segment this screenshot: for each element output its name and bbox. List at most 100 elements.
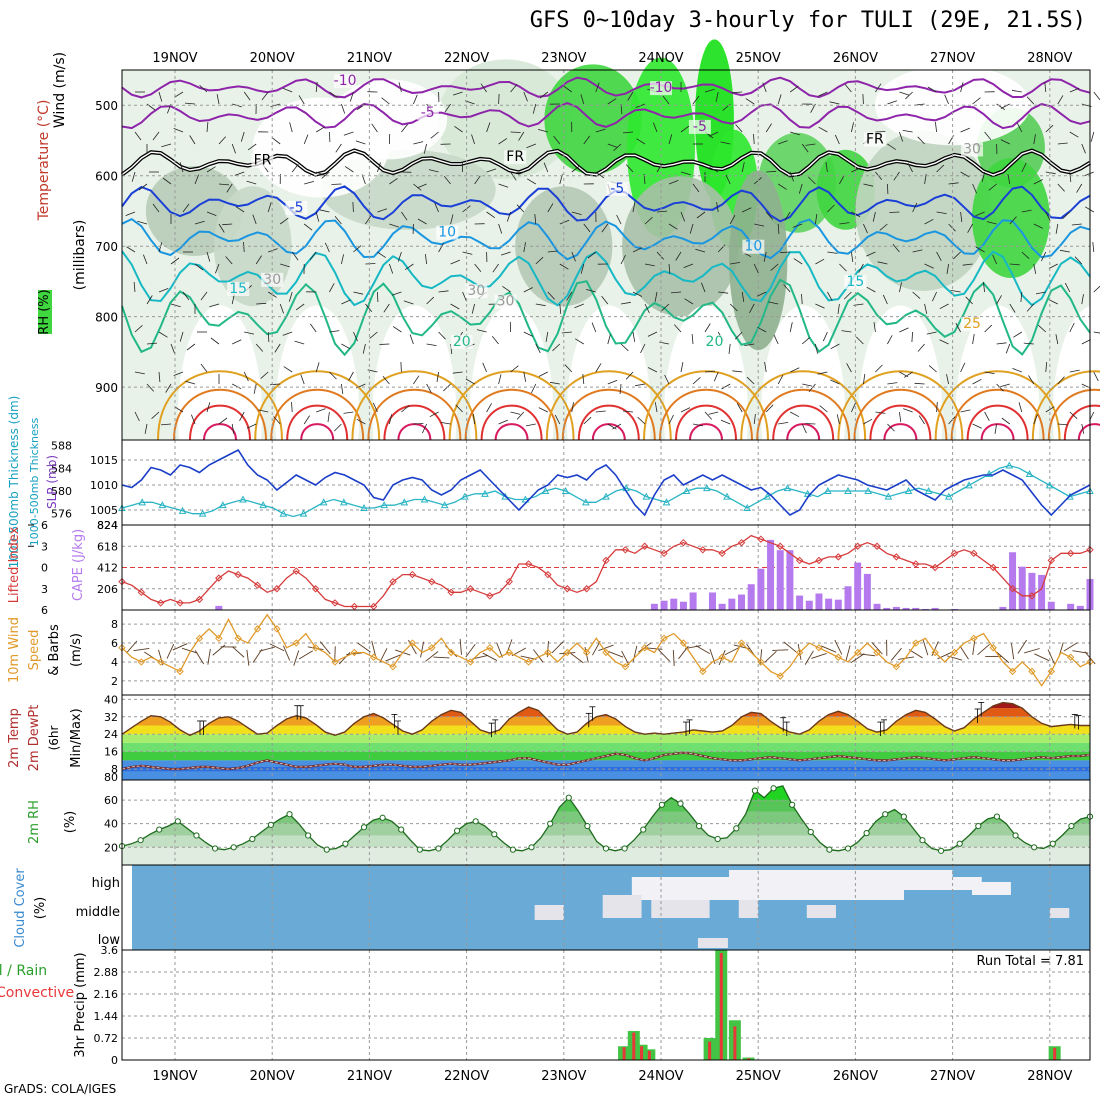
wind-barb — [939, 339, 949, 345]
dewpoint-band-mid — [122, 766, 1090, 772]
wind-barb-10m — [231, 646, 245, 658]
wind-barb — [537, 129, 548, 133]
x-tick-label-bottom: 20NOV — [250, 1069, 295, 1084]
wind-barb — [291, 163, 299, 173]
thickness-point — [662, 498, 671, 506]
rh-point — [1031, 844, 1038, 851]
thickness-point — [561, 486, 570, 494]
rh-point — [472, 818, 479, 825]
wind-barb — [917, 343, 925, 352]
wind-barb — [200, 363, 208, 373]
wind-barb — [792, 223, 803, 228]
wind-barb — [668, 134, 673, 145]
y-axis-label-wind-4: (m/s) — [69, 633, 84, 667]
lifted-index-point — [621, 546, 630, 554]
wind-barb — [684, 298, 694, 305]
wind-barb — [535, 303, 546, 307]
contour-label-bg — [961, 317, 984, 332]
wind-barb — [889, 211, 900, 213]
rh-point — [379, 814, 386, 821]
wind-barb — [841, 330, 852, 333]
wind-barb — [215, 263, 220, 274]
dewpoint-line-inner — [121, 752, 1091, 770]
wind-barb — [258, 409, 269, 413]
y-axis-label-rh-1: 2m RH — [27, 800, 42, 844]
wind-barb — [206, 402, 211, 413]
wind-barb — [343, 131, 354, 136]
wind-barb — [892, 244, 900, 253]
wind-barb — [1071, 223, 1082, 226]
wind-barb — [1009, 263, 1020, 266]
thickness-point — [763, 492, 772, 500]
wind-barb-10m — [804, 650, 814, 665]
y-tick-label: low — [98, 933, 121, 948]
wind-barb — [754, 223, 765, 227]
wind-barb — [218, 223, 225, 233]
wind-barb — [429, 411, 439, 418]
lifted-index-point — [892, 553, 901, 561]
wind-barb — [924, 303, 928, 314]
contour-label: 30 — [497, 294, 515, 310]
wind-barb — [829, 101, 840, 105]
wind-barb — [1081, 339, 1091, 345]
wind-barb-10m — [194, 650, 205, 665]
wind-barb — [972, 378, 982, 385]
lifted-index-point — [157, 599, 165, 607]
wind-barb — [1055, 334, 1059, 345]
x-tick-label-bottom: 25NOV — [736, 1069, 781, 1084]
wind-barb — [1033, 223, 1043, 229]
wind-barb — [595, 128, 606, 133]
wind-barb — [887, 100, 898, 105]
y-tick-label: middle — [76, 905, 120, 920]
wind-barb — [315, 362, 320, 373]
wind-barb-10m — [772, 649, 789, 651]
wind-speed-point — [950, 648, 959, 657]
wind-barb — [967, 223, 973, 233]
wind-barb — [580, 94, 585, 105]
contour-label: -10 — [334, 73, 357, 89]
wind-barb — [315, 126, 326, 133]
wind-barb — [498, 138, 508, 145]
x-tick-label-bottom: 23NOV — [541, 1069, 586, 1084]
wind-barb — [689, 223, 694, 234]
wind-barb — [315, 82, 318, 93]
wind-barb — [627, 91, 634, 101]
precip-convective-bar — [622, 1047, 626, 1060]
wind-barb-10m — [246, 649, 250, 666]
wind-barb — [756, 291, 767, 297]
temperature-contour-warm — [675, 404, 737, 441]
temperature-contour-warm — [950, 388, 1045, 441]
precip-convective-bar — [647, 1050, 651, 1060]
thickness-point — [541, 486, 550, 494]
wind-speed-point — [931, 648, 939, 657]
wind-barb — [462, 251, 473, 255]
x-tick-label-bottom: 22NOV — [444, 1069, 489, 1084]
cape-bar — [950, 608, 958, 610]
wind-barb — [680, 362, 684, 373]
contour-label-bg — [227, 282, 250, 296]
wind-barb — [226, 183, 233, 193]
y-tick-label-bottom: 80 — [104, 771, 118, 784]
wind-barb — [344, 166, 354, 173]
wind-barb-10m — [1024, 648, 1040, 654]
wind-barb-10m — [685, 645, 702, 650]
wind-barb — [632, 291, 643, 297]
cloud-middle-block — [806, 905, 836, 918]
wind-barb — [887, 183, 889, 195]
y-tick-label: 16 — [104, 746, 118, 759]
wind-speed-point — [350, 648, 359, 657]
rh-shade-dry — [566, 305, 651, 526]
rh-point — [323, 846, 330, 853]
wind-barb — [267, 331, 270, 343]
temperature-band — [122, 725, 1090, 735]
wind-barb — [746, 376, 755, 385]
rh-point — [193, 832, 200, 839]
lifted-index-point — [776, 542, 784, 550]
wind-barb — [486, 211, 496, 219]
wind-barb — [413, 94, 418, 105]
cape-bar — [728, 598, 736, 610]
lifted-index-point — [428, 577, 436, 586]
x-tick-label-bottom: 28NOV — [1027, 1069, 1072, 1084]
wind-barb-10m — [646, 647, 663, 650]
rh-point — [882, 811, 889, 818]
